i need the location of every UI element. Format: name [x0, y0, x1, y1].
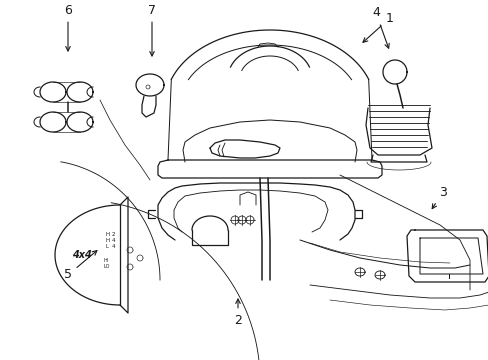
Text: 4: 4	[371, 6, 388, 48]
Text: 1: 1	[362, 12, 393, 42]
Text: HI
LO: HI LO	[103, 258, 109, 269]
Text: H
H
L: H H L	[105, 231, 109, 249]
Text: 2
4
4: 2 4 4	[112, 231, 115, 249]
Text: 4x4: 4x4	[72, 250, 92, 260]
Text: 6: 6	[64, 4, 72, 51]
Text: 5: 5	[64, 251, 97, 282]
Text: 7: 7	[148, 4, 156, 56]
Text: 2: 2	[234, 299, 242, 327]
Text: 3: 3	[431, 185, 446, 209]
